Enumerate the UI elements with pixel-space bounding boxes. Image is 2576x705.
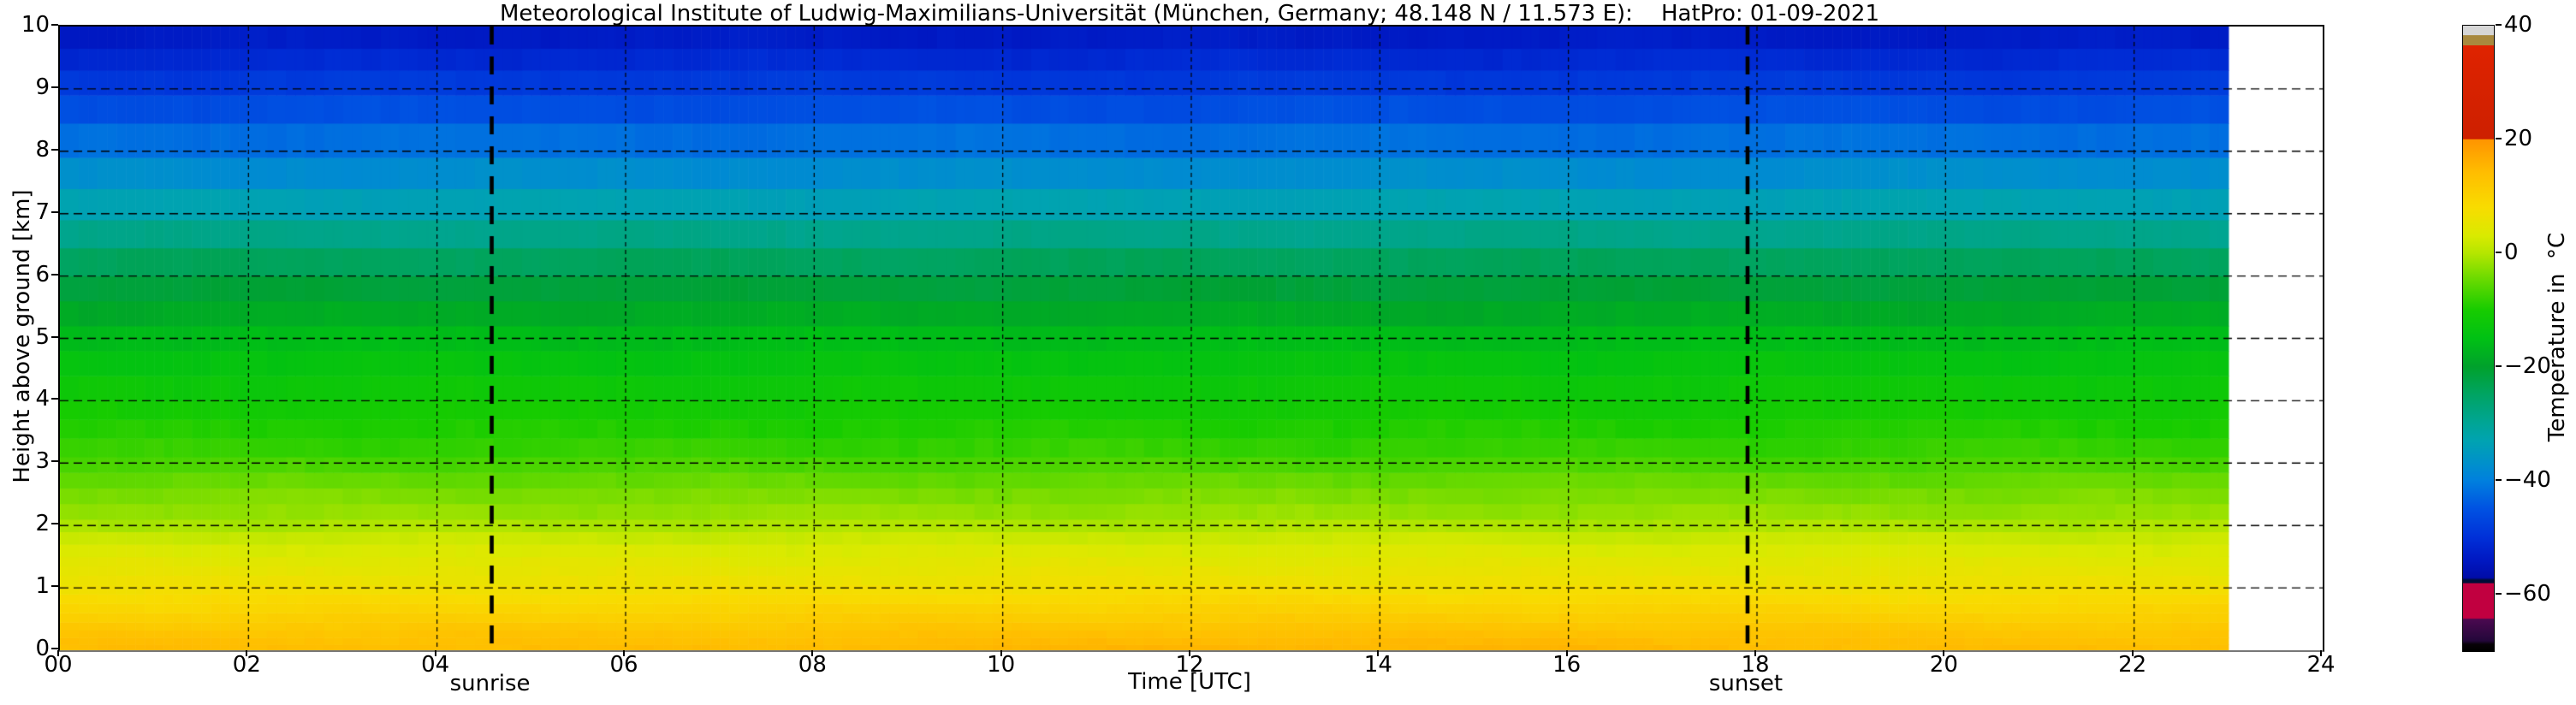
- x-tick-label: 18: [1741, 652, 1770, 678]
- y-tick-label: 0: [35, 636, 50, 661]
- x-tick-label: 14: [1363, 652, 1392, 678]
- y-tick-mark: [51, 148, 58, 151]
- colorbar-tick-mark: [2496, 364, 2502, 367]
- y-tick-mark: [51, 523, 58, 525]
- x-tick-mark: [1189, 650, 1190, 656]
- colorbar-tick-mark: [2496, 137, 2502, 139]
- y-tick-label: 8: [35, 136, 50, 163]
- temperature-heatmap-canvas: [60, 27, 2323, 650]
- y-tick-mark: [51, 210, 58, 213]
- x-tick-mark: [1943, 650, 1945, 656]
- x-tick-label: 22: [2118, 652, 2147, 678]
- colorbar-tick-label: −60: [2504, 580, 2551, 607]
- y-tick-mark: [51, 273, 58, 275]
- x-tick-label: 10: [987, 652, 1016, 678]
- y-tick-label: 2: [35, 511, 50, 537]
- colorbar-tick-label: −20: [2504, 352, 2551, 379]
- y-tick-label: 10: [21, 12, 50, 38]
- x-tick-mark: [1565, 650, 1568, 656]
- x-tick-label: 12: [1175, 652, 1204, 678]
- colorbar-tick-mark: [2496, 478, 2502, 481]
- y-tick-mark: [51, 460, 58, 463]
- x-tick-label: 00: [44, 652, 73, 678]
- sunset-annotation-label: sunset: [1708, 671, 1784, 696]
- y-tick-mark: [51, 335, 58, 338]
- x-tick-mark: [2320, 650, 2322, 656]
- colorbar-tick-label: 20: [2504, 125, 2533, 151]
- colorbar-tick-mark: [2496, 251, 2502, 253]
- y-tick-label: 5: [35, 323, 50, 350]
- x-tick-mark: [434, 650, 436, 656]
- sunrise-annotation-label: sunrise: [449, 671, 531, 696]
- y-tick-label: 7: [35, 198, 50, 225]
- x-tick-label: 24: [2306, 652, 2336, 678]
- x-tick-label: 08: [798, 652, 827, 678]
- x-tick-mark: [623, 650, 625, 656]
- y-tick-label: 4: [35, 386, 50, 412]
- x-tick-mark: [246, 650, 248, 656]
- y-tick-mark: [51, 86, 58, 88]
- colorbar-tick-mark: [2496, 592, 2502, 595]
- plot-area: [58, 25, 2324, 652]
- x-tick-mark: [1377, 650, 1380, 656]
- y-tick-mark: [51, 648, 58, 649]
- y-tick-label: 6: [35, 261, 50, 287]
- y-tick-mark: [51, 24, 58, 26]
- x-tick-mark: [57, 650, 59, 656]
- colorbar-tick-label: 40: [2504, 12, 2533, 38]
- x-tick-label: 02: [232, 652, 261, 678]
- x-tick-label: 20: [1929, 652, 1958, 678]
- y-tick-label: 1: [35, 573, 50, 600]
- chart-title: Meteorological Institute of Ludwig-Maxim…: [499, 1, 1880, 27]
- colorbar-tick-mark: [2496, 24, 2502, 26]
- x-tick-mark: [2131, 650, 2134, 656]
- y-tick-label: 9: [35, 74, 50, 100]
- x-tick-mark: [1000, 650, 1002, 656]
- y-tick-mark: [51, 398, 58, 400]
- y-tick-mark: [51, 585, 58, 588]
- x-tick-mark: [811, 650, 814, 656]
- x-axis-label: Time [UTC]: [1128, 669, 1251, 695]
- x-tick-label: 16: [1552, 652, 1582, 678]
- x-tick-label: 06: [609, 652, 638, 678]
- colorbar: [2462, 25, 2495, 652]
- x-tick-mark: [1754, 650, 1756, 656]
- x-tick-label: 04: [421, 652, 450, 678]
- colorbar-tick-label: −40: [2504, 466, 2551, 493]
- colorbar-tick-label: 0: [2504, 239, 2519, 265]
- y-tick-label: 3: [35, 448, 50, 475]
